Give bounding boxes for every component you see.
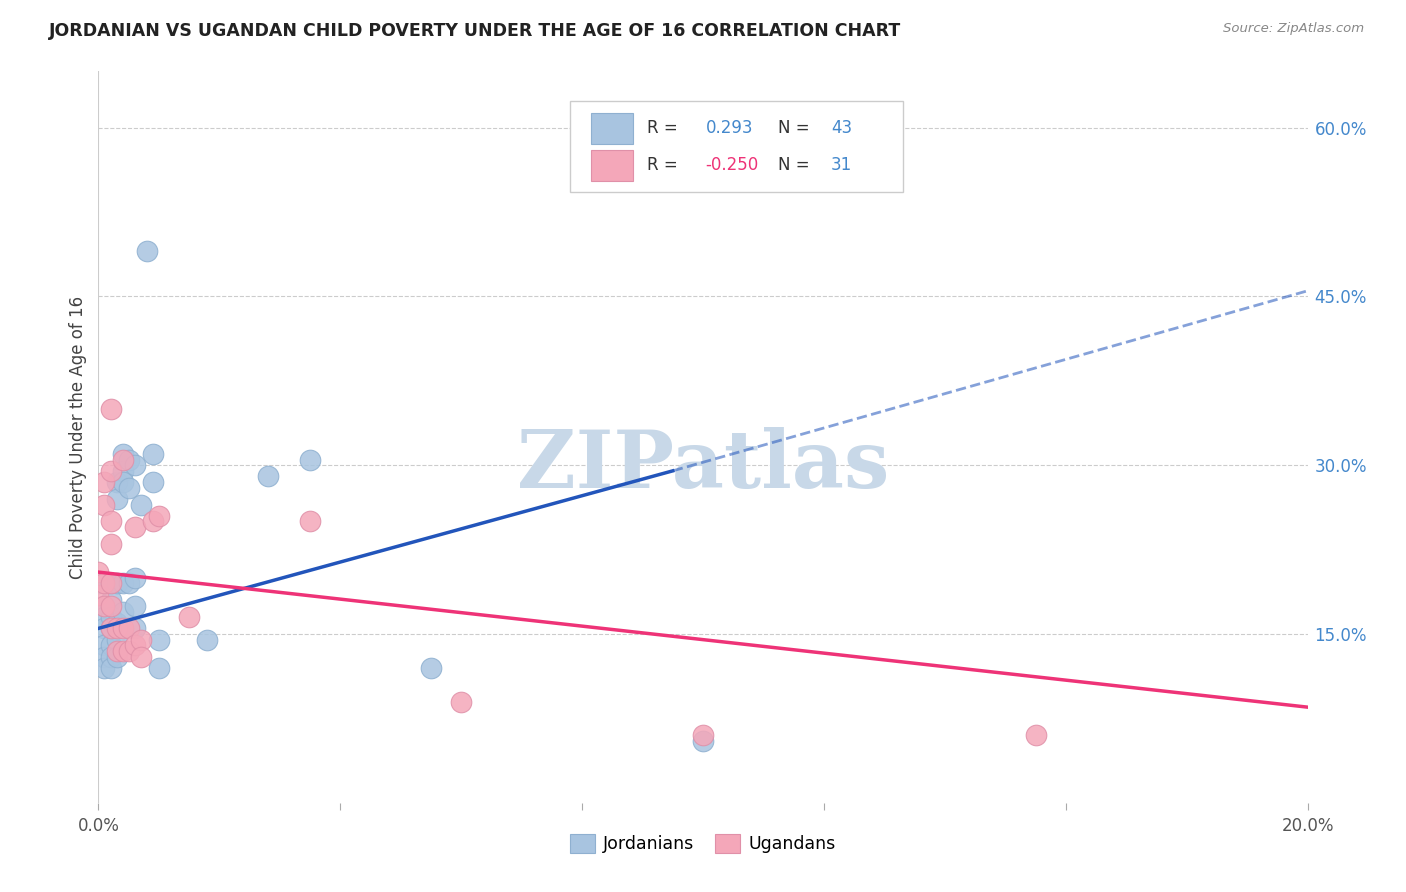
Point (129, 649, 152, 664)
Point (100, 537, 122, 551)
Point (93, 638, 115, 652)
Point (100, 599, 122, 613)
Point (111, 447, 134, 461)
Point (100, 576, 122, 591)
Text: 43: 43 (831, 120, 852, 137)
Point (100, 661, 122, 675)
Point (93, 475, 115, 489)
Point (148, 661, 170, 675)
Point (105, 615, 128, 630)
Point (100, 621, 122, 635)
Point (87, 576, 110, 591)
Point (195, 632, 218, 647)
Point (105, 649, 128, 664)
Point (93, 610, 115, 624)
Point (124, 458, 146, 473)
Text: 31: 31 (831, 156, 852, 174)
Point (100, 401, 122, 416)
Point (118, 576, 141, 591)
Point (692, 734, 714, 748)
Legend: Jordanians, Ugandans: Jordanians, Ugandans (564, 827, 842, 860)
Point (148, 508, 170, 523)
Text: R =: R = (647, 120, 683, 137)
Point (1024, 728, 1046, 742)
Point (692, 728, 714, 742)
Point (100, 610, 122, 624)
Y-axis label: Child Poverty Under the Age of 16: Child Poverty Under the Age of 16 (69, 295, 87, 579)
Point (111, 644, 134, 658)
Point (135, 244, 157, 259)
Point (142, 515, 165, 529)
Text: 0.293: 0.293 (706, 120, 754, 137)
Point (100, 576, 122, 591)
Point (118, 621, 141, 635)
Point (148, 632, 170, 647)
Point (129, 498, 152, 512)
Point (450, 694, 472, 708)
FancyBboxPatch shape (569, 101, 903, 192)
Point (124, 571, 146, 585)
Point (124, 599, 146, 613)
Point (129, 632, 152, 647)
Point (105, 632, 128, 647)
Point (111, 452, 134, 467)
Text: R =: R = (647, 156, 683, 174)
Text: Source: ZipAtlas.com: Source: ZipAtlas.com (1223, 22, 1364, 36)
Point (111, 576, 134, 591)
Point (105, 491, 128, 506)
Point (93, 599, 115, 613)
Point (87, 565, 110, 579)
Point (105, 576, 128, 591)
Point (100, 593, 122, 607)
FancyBboxPatch shape (591, 151, 633, 181)
Point (111, 605, 134, 619)
Point (100, 464, 122, 478)
Point (93, 576, 115, 591)
Point (124, 638, 146, 652)
Point (256, 469, 278, 483)
Point (111, 464, 134, 478)
Point (118, 644, 141, 658)
Text: JORDANIAN VS UGANDAN CHILD POVERTY UNDER THE AGE OF 16 CORRELATION CHART: JORDANIAN VS UGANDAN CHILD POVERTY UNDER… (49, 22, 901, 40)
Point (142, 475, 165, 489)
Point (93, 599, 115, 613)
Point (179, 610, 201, 624)
Point (100, 649, 122, 664)
Point (100, 515, 122, 529)
Point (111, 621, 134, 635)
FancyBboxPatch shape (591, 113, 633, 144)
Text: N =: N = (778, 156, 815, 174)
Point (100, 621, 122, 635)
Text: N =: N = (778, 120, 815, 137)
Point (93, 649, 115, 664)
Point (105, 475, 128, 489)
Point (118, 452, 141, 467)
Point (299, 452, 322, 467)
Point (93, 661, 115, 675)
Point (420, 661, 443, 675)
Point (93, 498, 115, 512)
Text: -0.250: -0.250 (706, 156, 759, 174)
Point (100, 638, 122, 652)
Point (124, 621, 146, 635)
Point (105, 644, 128, 658)
Point (87, 588, 110, 602)
Point (111, 475, 134, 489)
Point (105, 621, 128, 635)
Point (299, 515, 322, 529)
Point (118, 481, 141, 495)
Point (142, 447, 165, 461)
Text: ZIPatlas: ZIPatlas (517, 427, 889, 506)
Point (124, 520, 146, 534)
Point (93, 621, 115, 635)
